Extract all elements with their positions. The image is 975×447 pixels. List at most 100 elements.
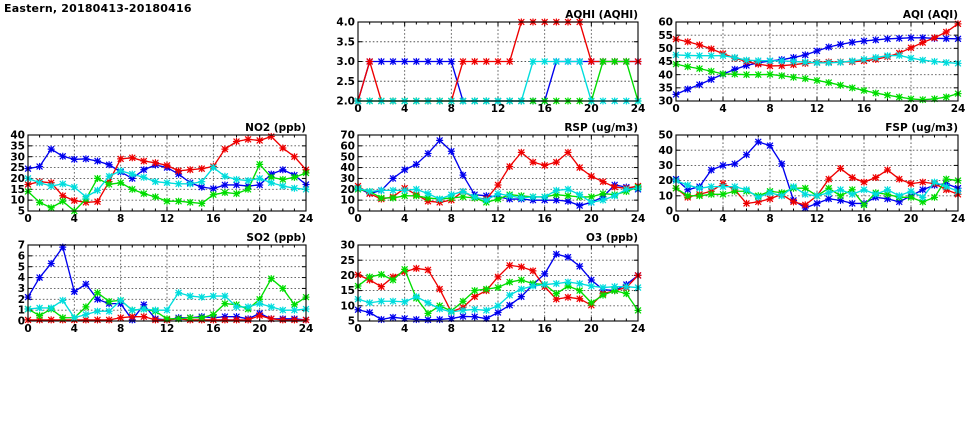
ytick-label: 20 <box>658 175 673 187</box>
ytick-label: 10 <box>658 190 673 202</box>
xtick-label: 12 <box>160 213 175 225</box>
chart-title-fsp: FSP (ug/m3) <box>885 122 958 134</box>
xtick-label: 8 <box>448 103 455 115</box>
xtick-label: 8 <box>448 323 455 335</box>
chart-title-o3: O3 (ppb) <box>586 232 638 244</box>
ytick-label: 35 <box>10 140 25 152</box>
ytick-label: 10 <box>10 195 25 207</box>
chart-panel-so2: SO2 (ppb) 0 1 2 3 4 5 6 7 0 4 8 12 16 20 24 <box>0 231 318 341</box>
chart-title-so2: SO2 (ppb) <box>246 232 306 244</box>
ytick-label: 50 <box>340 151 355 163</box>
xtick-label: 0 <box>24 213 31 225</box>
ytick-label: 5 <box>348 316 355 328</box>
xtick-label: 20 <box>252 213 267 225</box>
xtick-label: 24 <box>631 103 646 115</box>
chart-title-aqi: AQI (AQI) <box>903 9 958 21</box>
ytick-label: 0 <box>348 206 355 218</box>
xtick-label: 4 <box>71 213 78 225</box>
chart-title-aqhi: AQHI (AQHI) <box>565 9 638 21</box>
ytick-label: 3.5 <box>336 36 355 48</box>
ytick-label: 30 <box>658 96 673 108</box>
ytick-label: 40 <box>658 145 673 157</box>
xtick-label: 12 <box>491 103 506 115</box>
ytick-label: 40 <box>340 162 355 174</box>
xtick-label: 24 <box>951 213 966 225</box>
chart-title-rsp: RSP (ug/m3) <box>564 122 638 134</box>
xtick-label: 12 <box>810 213 825 225</box>
xtick-label: 12 <box>491 213 506 225</box>
ytick-label: 40 <box>658 69 673 81</box>
ytick-label: 10 <box>340 195 355 207</box>
xtick-label: 16 <box>537 103 552 115</box>
xtick-label: 4 <box>71 323 78 335</box>
xtick-label: 24 <box>631 213 646 225</box>
ytick-label: 20 <box>340 270 355 282</box>
series-markers-series4 <box>354 184 642 206</box>
ytick-label: 30 <box>340 173 355 185</box>
xtick-label: 16 <box>537 213 552 225</box>
xtick-label: 20 <box>252 323 267 335</box>
ytick-label: 6 <box>18 250 25 262</box>
xtick-label: 0 <box>354 323 361 335</box>
ytick-label: 15 <box>340 285 355 297</box>
ytick-label: 25 <box>340 255 355 267</box>
xtick-label: 16 <box>206 323 221 335</box>
xtick-label: 24 <box>951 103 966 115</box>
ytick-label: 2.0 <box>336 96 355 108</box>
ytick-label: 4 <box>18 272 25 284</box>
ytick-label: 20 <box>340 184 355 196</box>
xtick-label: 20 <box>584 103 599 115</box>
ytick-label: 15 <box>10 184 25 196</box>
chart-panel-o3: O3 (ppb) 5 10 15 20 25 30 0 4 8 12 16 20 24 <box>330 231 648 341</box>
xtick-label: 4 <box>719 213 726 225</box>
ytick-label: 50 <box>658 43 673 55</box>
ytick-label: 3.0 <box>336 56 355 68</box>
xtick-label: 8 <box>766 103 773 115</box>
xtick-label: 8 <box>117 213 124 225</box>
xtick-label: 4 <box>401 213 408 225</box>
xtick-label: 24 <box>631 323 646 335</box>
xtick-label: 4 <box>401 323 408 335</box>
ytick-label: 5 <box>18 261 25 273</box>
chart-panel-aqi: AQI (AQI) 30 35 40 45 50 55 60 0 4 8 12 16 20 24 <box>650 6 968 121</box>
chart-svg-aqhi: AQHI (AQHI) 2.0 2.5 3.0 3.5 4.0 0 4 8 12 16 20 24 <box>336 9 646 115</box>
chart-panel-fsp: FSP (ug/m3) 0 10 20 30 40 50 0 4 8 12 16 20 24 <box>650 121 968 231</box>
xtick-label: 20 <box>904 213 919 225</box>
xtick-label: 20 <box>584 213 599 225</box>
xtick-label: 16 <box>857 103 872 115</box>
ytick-label: 2.5 <box>336 76 355 88</box>
xtick-label: 16 <box>857 213 872 225</box>
ytick-label: 55 <box>658 30 673 42</box>
xtick-label: 20 <box>584 323 599 335</box>
ytick-label: 1 <box>18 305 25 317</box>
ytick-label: 0 <box>666 206 673 218</box>
ytick-label: 4.0 <box>336 17 355 29</box>
xtick-label: 0 <box>24 323 31 335</box>
chart-title-no2: NO2 (ppb) <box>245 122 306 134</box>
xtick-label: 4 <box>401 103 408 115</box>
ytick-label: 45 <box>658 56 673 68</box>
xtick-label: 0 <box>672 103 679 115</box>
xtick-label: 12 <box>491 323 506 335</box>
ytick-label: 40 <box>10 130 25 142</box>
ytick-label: 25 <box>10 162 25 174</box>
ytick-label: 5 <box>18 206 25 218</box>
page-title: Eastern, 20180413-20180416 <box>4 2 192 15</box>
xtick-label: 24 <box>299 213 314 225</box>
xtick-label: 0 <box>354 103 361 115</box>
xtick-label: 0 <box>354 213 361 225</box>
xtick-label: 16 <box>206 213 221 225</box>
ytick-label: 30 <box>10 151 25 163</box>
ytick-label: 20 <box>10 173 25 185</box>
chart-svg-fsp: FSP (ug/m3) 0 10 20 30 40 50 0 4 8 12 16 20 24 <box>658 122 966 225</box>
ytick-label: 50 <box>658 130 673 142</box>
series-markers-series4 <box>672 176 962 201</box>
ytick-label: 2 <box>18 294 25 306</box>
xtick-label: 20 <box>904 103 919 115</box>
ytick-label: 10 <box>340 300 355 312</box>
chart-svg-o3: O3 (ppb) 5 10 15 20 25 30 0 4 8 12 16 20 24 <box>340 232 646 335</box>
chart-panel-aqhi: AQHI (AQHI) 2.0 2.5 3.0 3.5 4.0 0 4 8 12 16 20 24 <box>330 6 648 121</box>
chart-panel-rsp: RSP (ug/m3) 0 10 20 30 40 50 60 70 0 4 8 12 16 20 24 <box>330 121 648 231</box>
